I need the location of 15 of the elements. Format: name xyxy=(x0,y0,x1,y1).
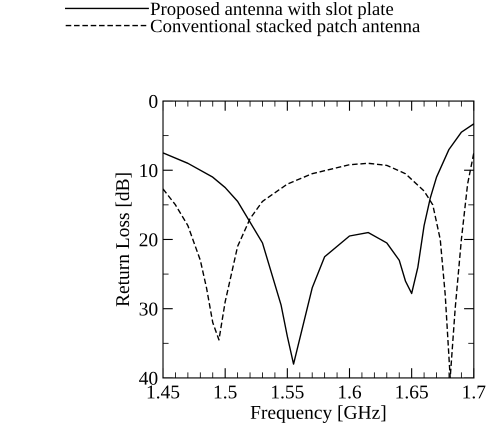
y-tick-label: 30 xyxy=(140,302,158,316)
y-tick-label: 10 xyxy=(140,164,158,178)
y-axis-title: Return Loss [dB] xyxy=(116,173,132,306)
x-tick-label: 1.45 xyxy=(148,386,180,399)
x-tick-label: 1.7 xyxy=(463,386,486,399)
x-tick-label: 1.6 xyxy=(339,385,362,399)
x-tick-label: 1.65 xyxy=(396,385,428,399)
y-tick-label: 0 xyxy=(149,94,158,108)
x-tick-label: 1.5 xyxy=(214,386,237,399)
legend-label: Proposed antenna with slot plate xyxy=(150,2,394,19)
y-tick-label: 20 xyxy=(140,233,158,246)
x-axis-title: Frequency [GHz] xyxy=(250,405,386,423)
x-tick-label: 1.55 xyxy=(272,386,304,399)
legend-label: Conventional stacked patch antenna xyxy=(150,19,420,36)
y-tick-label: 40 xyxy=(139,372,158,385)
